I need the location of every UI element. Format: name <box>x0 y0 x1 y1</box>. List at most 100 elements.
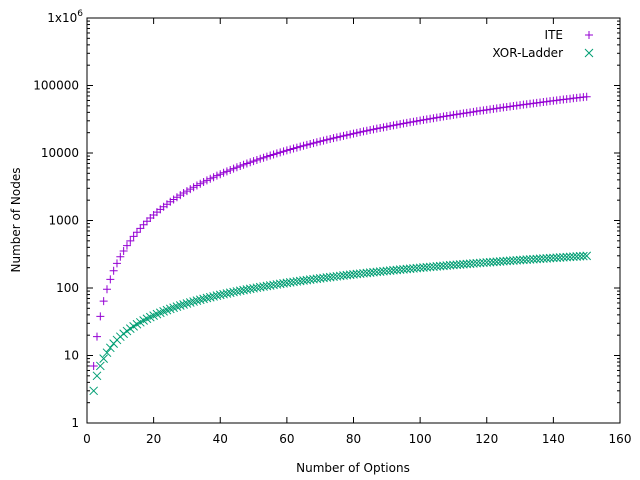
data-point <box>316 137 325 146</box>
data-point <box>435 261 445 271</box>
data-point <box>339 131 348 140</box>
data-point <box>192 296 202 305</box>
data-point <box>436 113 445 122</box>
data-point <box>572 252 582 261</box>
data-point <box>222 167 231 176</box>
data-point <box>172 302 182 311</box>
data-point <box>382 122 391 131</box>
data-point <box>236 161 245 170</box>
data-point <box>189 297 198 306</box>
plot-frame <box>86 17 621 424</box>
data-point <box>479 258 488 268</box>
data-point <box>402 118 411 127</box>
data-point <box>262 152 271 161</box>
y-tick-label: 10000 <box>41 146 79 160</box>
data-point <box>445 260 455 270</box>
data-point <box>95 361 105 371</box>
data-point <box>186 185 195 194</box>
data-point <box>142 217 151 226</box>
data-point <box>155 308 165 318</box>
x-tick-label: 40 <box>213 432 228 446</box>
data-point <box>399 264 408 274</box>
data-point <box>202 176 211 185</box>
data-point <box>152 309 162 319</box>
data-point <box>225 288 235 298</box>
data-point <box>452 110 461 119</box>
data-point <box>302 140 311 149</box>
data-point <box>176 191 185 200</box>
data-point <box>286 145 295 154</box>
data-point <box>219 168 228 177</box>
data-point <box>529 254 538 264</box>
data-point <box>322 135 331 144</box>
data-point <box>442 112 451 121</box>
data-point <box>402 264 412 274</box>
data-point <box>292 143 301 152</box>
data-point <box>449 110 458 119</box>
data-point <box>209 173 218 182</box>
data-point <box>422 115 431 124</box>
data-point <box>359 127 368 136</box>
data-point <box>466 108 475 117</box>
data-point <box>512 255 522 265</box>
data-point <box>432 262 442 271</box>
data-point <box>116 252 125 261</box>
y-tick-label: 1x106 <box>47 9 83 25</box>
data-point <box>162 305 172 315</box>
data-point <box>319 136 328 145</box>
data-point <box>195 295 205 305</box>
data-point <box>102 285 111 294</box>
data-point <box>429 114 438 123</box>
data-point <box>409 264 418 273</box>
data-point <box>105 343 115 353</box>
data-point <box>132 228 141 237</box>
y-tick-label: 1 <box>71 416 79 430</box>
series-ite <box>89 92 591 370</box>
data-point <box>342 131 351 140</box>
data-point <box>509 256 518 265</box>
data-point <box>502 256 512 266</box>
data-point <box>296 142 305 151</box>
data-point <box>175 301 185 310</box>
data-point <box>449 260 458 270</box>
data-point <box>165 304 175 314</box>
data-point <box>412 117 421 126</box>
data-point <box>562 252 572 262</box>
data-point <box>432 113 441 122</box>
data-point <box>475 258 485 268</box>
data-point <box>372 124 381 133</box>
data-point <box>535 254 545 264</box>
legend-marker <box>585 31 593 39</box>
data-point <box>136 224 145 233</box>
data-point <box>419 115 428 124</box>
data-point <box>122 241 131 250</box>
data-point <box>226 165 235 174</box>
data-point <box>542 253 552 263</box>
data-point <box>112 259 121 268</box>
data-point <box>519 255 528 265</box>
data-point <box>246 158 255 167</box>
data-point <box>462 259 472 269</box>
x-tick-label: 20 <box>146 432 161 446</box>
x-tick-label: 60 <box>279 432 294 446</box>
data-point <box>559 252 568 262</box>
data-point <box>439 261 448 271</box>
data-point <box>212 291 222 301</box>
data-point <box>422 262 432 272</box>
data-point <box>462 108 471 117</box>
data-point <box>456 109 465 118</box>
data-point <box>376 124 385 133</box>
data-point <box>289 144 298 153</box>
data-point <box>465 259 475 269</box>
data-point <box>189 183 198 192</box>
data-point <box>99 297 108 306</box>
data-point <box>489 257 498 267</box>
data-point <box>92 371 102 381</box>
data-point <box>555 253 565 262</box>
data-point <box>539 254 548 263</box>
data-point <box>469 107 478 116</box>
data-point <box>452 260 462 270</box>
data-point <box>89 361 98 370</box>
data-point <box>309 139 318 148</box>
legend-marker <box>584 48 594 58</box>
